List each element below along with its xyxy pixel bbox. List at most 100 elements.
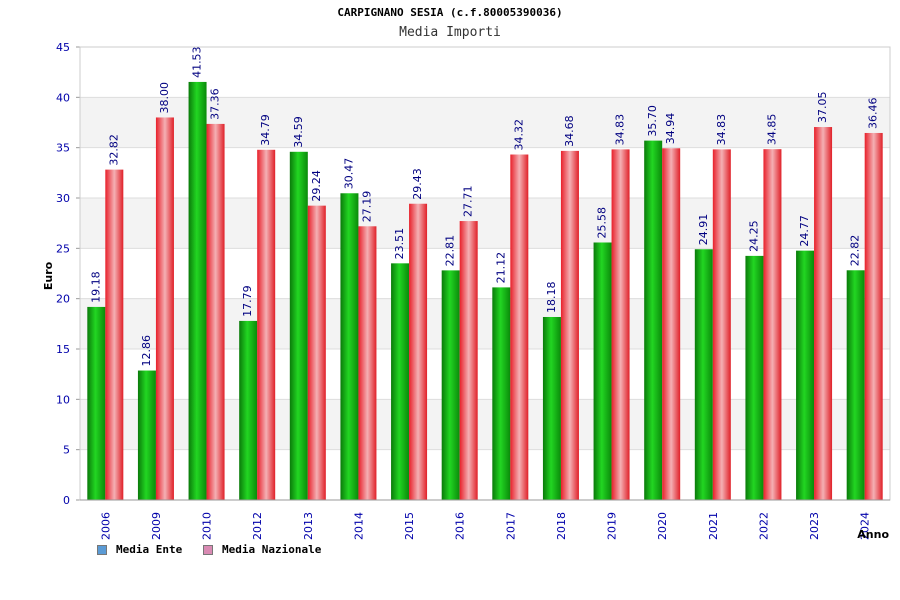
grid-band — [80, 47, 890, 98]
chart-subtitle: Media Importi — [399, 25, 501, 40]
x-tick-label-2017: 2017 — [504, 512, 517, 540]
data-label-media-ente-2009: 12.86 — [140, 335, 153, 367]
chart-title: CARPIGNANO SESIA (c.f.80005390036) — [337, 6, 563, 19]
y-tick-label: 20 — [56, 293, 70, 306]
bar-media-nazionale-2013 — [307, 205, 326, 500]
bar-media-ente-2009 — [137, 370, 156, 500]
y-tick-label: 30 — [56, 192, 70, 205]
data-label-media-ente-2014: 30.47 — [342, 158, 355, 190]
legend-label-media-ente: Media Ente — [116, 543, 183, 556]
x-tick-label-2015: 2015 — [403, 512, 416, 540]
bar-media-ente-2013 — [289, 151, 308, 500]
bar-media-nazionale-2022 — [763, 149, 782, 500]
data-label-media-ente-2015: 23.51 — [393, 228, 406, 260]
data-label-media-ente-2019: 25.58 — [596, 207, 609, 239]
x-tick-label-2018: 2018 — [555, 512, 568, 540]
data-label-media-ente-2010: 41.53 — [191, 46, 204, 78]
data-label-media-nazionale-2019: 34.83 — [614, 114, 627, 146]
bar-media-ente-2021 — [694, 249, 713, 500]
bar-media-nazionale-2010 — [206, 123, 225, 500]
bar-media-ente-2019 — [593, 242, 612, 500]
bar-media-ente-2012 — [239, 320, 258, 500]
y-tick-label: 10 — [56, 393, 70, 406]
y-tick-label: 15 — [56, 343, 70, 356]
bar-media-ente-2020 — [644, 140, 663, 500]
data-label-media-nazionale-2010: 37.36 — [209, 88, 222, 120]
bar-media-nazionale-2023 — [814, 127, 833, 500]
data-label-media-nazionale-2015: 29.43 — [411, 168, 424, 200]
bar-media-nazionale-2006 — [105, 169, 124, 500]
bar-media-ente-2006 — [87, 306, 106, 500]
x-tick-label-2024: 2024 — [859, 512, 872, 540]
bar-media-ente-2022 — [745, 255, 764, 500]
data-label-media-ente-2020: 35.70 — [646, 105, 659, 137]
data-label-media-ente-2018: 18.18 — [545, 281, 558, 313]
data-label-media-ente-2013: 34.59 — [292, 116, 305, 148]
y-tick-label: 35 — [56, 142, 70, 155]
data-label-media-ente-2022: 24.25 — [747, 220, 760, 252]
legend-label-media-nazionale: Media Nazionale — [222, 543, 322, 556]
bar-media-nazionale-2015 — [409, 203, 428, 500]
data-label-media-nazionale-2017: 34.32 — [512, 119, 525, 151]
data-label-media-nazionale-2014: 27.19 — [360, 191, 373, 223]
x-tick-label-2022: 2022 — [757, 512, 770, 540]
x-tick-label-2021: 2021 — [707, 512, 720, 540]
y-tick-label: 25 — [56, 242, 70, 255]
bar-media-ente-2010 — [188, 81, 207, 500]
data-label-media-ente-2024: 22.82 — [849, 235, 862, 267]
bar-media-ente-2024 — [846, 270, 865, 500]
data-label-media-nazionale-2013: 29.24 — [310, 170, 323, 202]
bar-media-ente-2015 — [391, 263, 410, 500]
y-tick-label: 40 — [56, 91, 70, 104]
data-label-media-nazionale-2024: 36.46 — [867, 97, 880, 129]
data-label-media-ente-2016: 22.81 — [444, 235, 457, 267]
bar-media-nazionale-2024 — [864, 132, 883, 500]
data-label-media-ente-2012: 17.79 — [241, 285, 254, 317]
x-tick-label-2012: 2012 — [251, 512, 264, 540]
legend-swatch-media-ente — [97, 544, 107, 555]
bar-media-ente-2016 — [441, 270, 460, 500]
bar-media-nazionale-2021 — [712, 149, 731, 501]
data-label-media-ente-2023: 24.77 — [798, 215, 811, 247]
bar-media-nazionale-2018 — [560, 150, 579, 500]
data-label-media-nazionale-2020: 34.94 — [664, 113, 677, 145]
y-tick-label: 5 — [63, 444, 70, 457]
x-tick-label-2006: 2006 — [99, 512, 112, 540]
x-tick-label-2014: 2014 — [352, 512, 365, 540]
data-label-media-nazionale-2009: 38.00 — [158, 82, 171, 114]
bar-media-nazionale-2020 — [662, 148, 681, 500]
data-label-media-nazionale-2006: 32.82 — [107, 134, 120, 166]
bar-media-nazionale-2016 — [459, 221, 478, 500]
bar-media-ente-2017 — [492, 287, 511, 500]
data-label-media-nazionale-2016: 27.71 — [462, 186, 475, 218]
y-tick-label: 45 — [56, 41, 70, 54]
bar-media-ente-2014 — [340, 193, 359, 500]
x-axis-label: Anno — [857, 528, 889, 541]
data-label-media-ente-2017: 21.12 — [494, 252, 507, 284]
data-label-media-nazionale-2018: 34.68 — [563, 115, 576, 147]
bar-media-nazionale-2009 — [155, 117, 174, 500]
x-tick-label-2010: 2010 — [201, 512, 214, 540]
bar-media-nazionale-2014 — [358, 226, 377, 500]
data-label-media-nazionale-2021: 34.83 — [715, 114, 728, 146]
data-label-media-nazionale-2023: 37.05 — [816, 92, 829, 124]
x-tick-label-2019: 2019 — [606, 512, 619, 540]
legend-item-media-ente: Media Ente — [97, 543, 182, 556]
legend-swatch-media-nazionale — [203, 544, 213, 555]
bar-media-ente-2018 — [542, 316, 561, 500]
x-tick-label-2023: 2023 — [808, 512, 821, 540]
bar-media-nazionale-2012 — [257, 149, 276, 500]
data-label-media-nazionale-2022: 34.85 — [765, 114, 778, 146]
data-label-media-ente-2006: 19.18 — [89, 271, 102, 303]
y-axis-label: Euro — [42, 261, 55, 290]
x-tick-label-2016: 2016 — [454, 512, 467, 540]
y-tick-label: 0 — [63, 494, 70, 507]
x-tick-label-2009: 2009 — [150, 512, 163, 540]
bar-media-nazionale-2019 — [611, 149, 630, 501]
legend-item-media-nazionale: Media Nazionale — [203, 543, 321, 556]
bar-media-ente-2023 — [796, 250, 815, 500]
data-label-media-nazionale-2012: 34.79 — [259, 114, 272, 146]
bar-media-nazionale-2017 — [510, 154, 529, 500]
